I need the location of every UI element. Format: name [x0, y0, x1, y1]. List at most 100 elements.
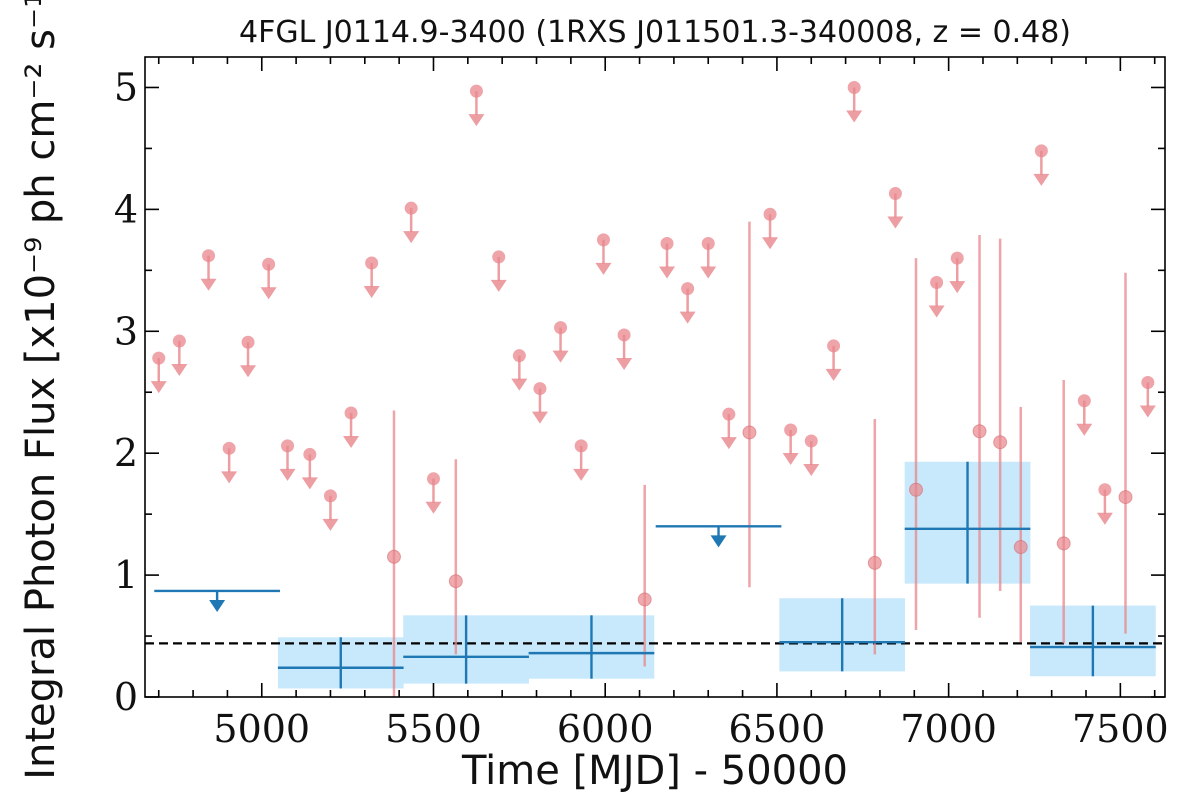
upper-limit-point — [492, 250, 506, 264]
upper-limit-arrow — [846, 110, 863, 123]
upper-limit-point — [554, 321, 568, 335]
plot-area — [145, 80, 1165, 697]
upper-limit-arrow — [279, 468, 296, 481]
upper-limit-point — [660, 237, 674, 251]
upper-limit-point — [172, 334, 186, 348]
short-bin-point — [1118, 490, 1133, 505]
short-bin-point — [637, 592, 652, 607]
upper-limit-point — [888, 187, 902, 201]
short-bin-point — [1013, 540, 1028, 555]
upper-limit-point — [827, 339, 841, 353]
chart-title: 4FGL J0114.9-3400 (1RXS J011501.3-340008… — [239, 15, 1071, 50]
upper-limit-arrow — [1076, 423, 1093, 436]
upper-limit-arrow — [782, 453, 799, 466]
short-bin-point — [993, 435, 1008, 450]
upper-limit-arrow — [928, 305, 945, 318]
upper-limit-arrow — [887, 216, 904, 229]
y-tick-label: 4 — [114, 187, 138, 231]
upper-limit-arrow — [240, 365, 257, 378]
axes-frame — [144, 56, 1166, 698]
upper-limit-point — [1098, 483, 1112, 497]
upper-limit-point — [152, 351, 166, 365]
upper-limit-arrow — [825, 368, 842, 381]
x-tick-label: 5000 — [213, 707, 310, 751]
upper-limit-point — [202, 249, 216, 263]
upper-limit-point — [404, 201, 418, 215]
upper-limit-arrow — [490, 279, 507, 292]
y-axis-label: Integral Photon Flux [x10⁻⁹ ph cm⁻² s⁻¹] — [18, 0, 64, 780]
upper-limit-arrow — [301, 477, 318, 490]
upper-limit-point — [1141, 375, 1155, 389]
upper-limit-arrow — [679, 311, 696, 324]
upper-limit-point — [281, 439, 295, 453]
upper-limit-point — [701, 237, 715, 251]
upper-limit-point — [804, 434, 818, 448]
y-tick-label: 0 — [114, 675, 138, 719]
upper-limit-arrow — [343, 435, 360, 448]
upper-limit-arrow — [573, 468, 590, 481]
upper-limit-point — [323, 489, 337, 503]
long-bin-upper-limit-arrow — [209, 599, 226, 612]
upper-limit-point — [1034, 144, 1048, 158]
upper-limit-point — [365, 256, 379, 270]
short-bin-point — [972, 424, 987, 439]
upper-limit-arrow — [171, 364, 188, 377]
x-tick-label: 7500 — [1072, 707, 1169, 751]
short-bin-point — [867, 555, 882, 570]
upper-limit-point — [617, 328, 631, 342]
upper-limit-point — [344, 406, 358, 420]
upper-limit-arrow — [616, 357, 633, 370]
upper-limit-arrow — [552, 350, 569, 363]
upper-limit-arrow — [949, 281, 966, 294]
upper-limit-arrow — [260, 287, 277, 300]
upper-limit-arrow — [363, 286, 380, 299]
upper-limit-point — [950, 251, 964, 265]
short-bin-point — [742, 425, 757, 440]
upper-limit-point — [512, 349, 526, 363]
upper-limit-point — [930, 276, 944, 290]
tick-labels: 5000 5500 6000 6500 7000 7500 0 1 2 3 4 5 — [114, 57, 1169, 751]
long-bin-upper-limit-arrow — [710, 535, 727, 548]
upper-limit-arrow — [150, 381, 167, 394]
upper-limit-point — [722, 407, 736, 421]
upper-limit-arrow — [720, 437, 737, 450]
upper-limit-arrow — [531, 411, 548, 424]
upper-limit-point — [469, 84, 483, 98]
upper-limit-arrow — [700, 266, 717, 279]
upper-limit-point — [1077, 394, 1091, 408]
upper-limit-arrow — [200, 278, 217, 291]
upper-limit-arrow — [221, 471, 238, 484]
upper-limit-arrow — [595, 262, 612, 275]
upper-limit-point — [222, 441, 236, 455]
upper-limit-point — [262, 257, 276, 271]
upper-limit-point — [574, 439, 588, 453]
upper-limit-arrow — [322, 518, 339, 531]
upper-limit-arrow — [1033, 173, 1050, 186]
upper-limit-arrow — [425, 501, 442, 514]
upper-limit-arrow — [1096, 512, 1113, 525]
upper-limit-arrow — [468, 114, 485, 127]
x-tick-label: 6500 — [729, 707, 826, 751]
short-bin-point — [448, 574, 463, 589]
upper-limit-arrow — [803, 464, 820, 476]
y-tick-label: 2 — [114, 431, 138, 475]
upper-limit-point — [784, 423, 798, 437]
upper-limit-point — [847, 80, 861, 94]
upper-limit-arrow — [1139, 405, 1156, 418]
upper-limit-point — [763, 207, 777, 221]
x-axis-label: Time [MJD] - 50000 — [461, 748, 848, 794]
y-tick-label: 1 — [114, 553, 138, 597]
upper-limit-point — [303, 447, 317, 461]
short-bin-point — [1056, 536, 1071, 551]
upper-limit-arrow — [659, 266, 676, 279]
upper-limit-point — [426, 472, 440, 486]
upper-limit-arrow — [511, 378, 528, 391]
short-bin-point — [909, 482, 924, 497]
short-bin-point — [386, 549, 401, 564]
upper-limit-point — [241, 335, 255, 349]
y-tick-label: 3 — [114, 309, 138, 353]
upper-limit-arrow — [403, 231, 420, 244]
y-tick-label: 5 — [114, 65, 138, 109]
upper-limit-point — [681, 282, 695, 296]
